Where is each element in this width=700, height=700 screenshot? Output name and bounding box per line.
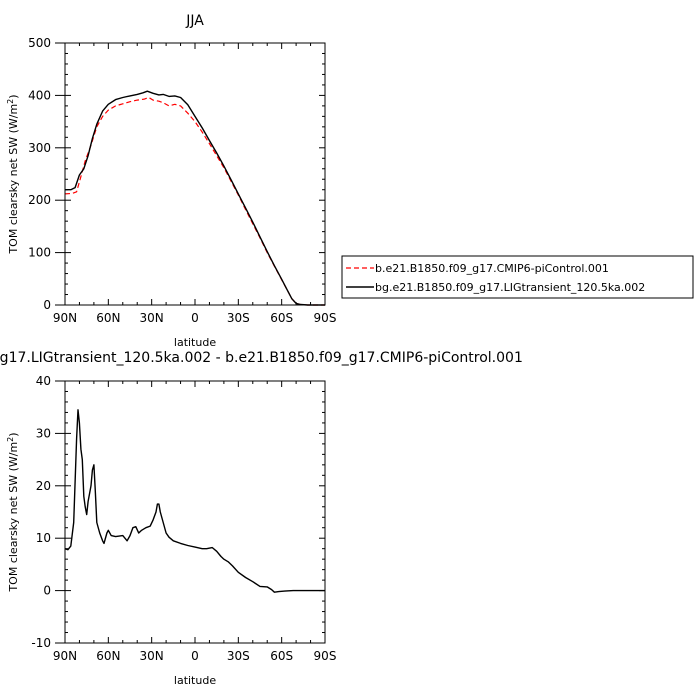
bottom-x-tick-label: 60S: [270, 649, 293, 663]
top-chart-title: JJA: [185, 13, 204, 29]
top-chart-y-axis-label: TOM clearsky net SW (W/m2): [6, 94, 21, 254]
bottom-y-tick-label: 30: [36, 426, 51, 440]
bottom-chart-panel: bg.e21.B1850.f09_g17.LIGtransient_120.5k…: [0, 350, 523, 687]
top-x-tick-label: 90S: [314, 311, 337, 325]
top-x-tick-label: 60N: [96, 311, 120, 325]
legend-label-control: b.e21.B1850.f09_g17.CMIP6-piControl.001: [375, 262, 609, 275]
top-chart-frame: [64, 42, 326, 306]
bottom-y-tick-label: -10: [31, 636, 51, 650]
bottom-y-tick-label: 20: [36, 479, 51, 493]
bottom-x-tick-label: 30N: [140, 649, 164, 663]
bottom-y-tick-label: 40: [36, 374, 51, 388]
legend-box: [341, 255, 694, 299]
bottom-series-line-0: [64, 409, 325, 593]
top-x-tick-label: 30N: [140, 311, 164, 325]
top-y-tick-label: 500: [28, 36, 51, 50]
top-x-tick-label: 60S: [270, 311, 293, 325]
bottom-y-tick-label: 0: [43, 584, 51, 598]
bottom-chart-x-axis-label: latitude: [174, 674, 216, 687]
bottom-x-tick-label: 90S: [314, 649, 337, 663]
top-chart-panel: JJA TOM clearsky net SW (W/m2) latitude …: [6, 13, 694, 349]
top-x-tick-label: 30S: [227, 311, 250, 325]
top-x-tick-label: 90N: [53, 311, 77, 325]
bottom-chart-frame: [64, 380, 326, 644]
legend-label-transient: bg.e21.B1850.f09_g17.LIGtransient_120.5k…: [375, 281, 645, 294]
top-y-tick-label: 0: [43, 298, 51, 312]
bottom-x-tick-label: 0: [191, 649, 199, 663]
top-series-line-0: [64, 96, 325, 306]
top-chart-x-axis-label: latitude: [174, 336, 216, 349]
bottom-chart-title: bg.e21.B1850.f09_g17.LIGtransient_120.5k…: [0, 350, 523, 366]
bottom-chart-plot-area: 90N 60N 30N 0 30S 60S 90S -10 0 10 20 30 40: [31, 374, 336, 663]
bottom-y-tick-label: 10: [36, 531, 51, 545]
top-y-tick-label: 400: [28, 88, 51, 102]
top-series-line-1: [65, 90, 325, 306]
top-y-tick-label: 100: [28, 246, 51, 260]
top-y-tick-label: 300: [28, 141, 51, 155]
bottom-chart-y-axis-label: TOM clearsky net SW (W/m2): [6, 432, 21, 592]
bottom-x-tick-label: 30S: [227, 649, 250, 663]
top-y-tick-label: 200: [28, 193, 51, 207]
top-x-tick-label: 0: [191, 311, 199, 325]
bottom-x-tick-label: 90N: [53, 649, 77, 663]
bottom-x-tick-label: 60N: [96, 649, 120, 663]
top-chart-legend: b.e21.B1850.f09_g17.CMIP6-piControl.001 …: [341, 255, 694, 299]
top-chart-plot-area: 90N 60N 30N 0 30S 60S 90S 0 100 200 300 400 500: [28, 36, 336, 325]
